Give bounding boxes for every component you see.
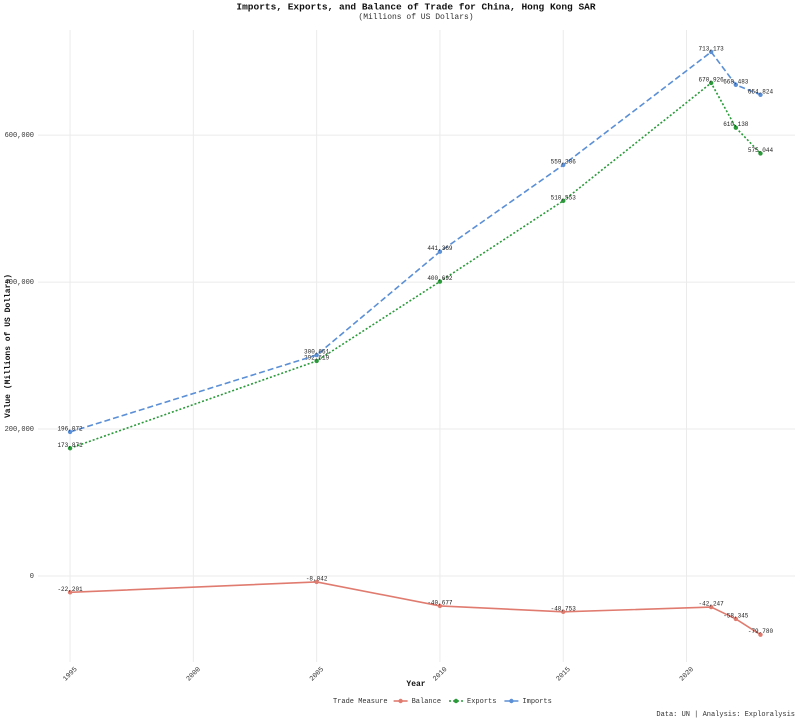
data-point xyxy=(437,603,443,609)
data-label: 713,173 xyxy=(699,45,725,52)
data-label: -58,345 xyxy=(723,612,749,619)
data-point xyxy=(67,590,73,595)
data-point xyxy=(314,579,319,585)
data-point xyxy=(67,429,73,435)
data-point xyxy=(758,151,763,156)
data-point xyxy=(437,249,443,254)
legend-label: Balance xyxy=(412,698,441,706)
data-label: -8,042 xyxy=(306,576,328,583)
data-point xyxy=(708,604,714,610)
legend-label: Imports xyxy=(522,698,551,706)
data-label: 510,553 xyxy=(551,194,577,201)
data-point xyxy=(437,279,443,284)
legend-swatch xyxy=(453,698,459,704)
series-line xyxy=(69,81,762,449)
legend-swatch xyxy=(398,698,403,704)
data-label: 670,926 xyxy=(699,77,725,84)
chart-subtitle: (Millions of US Dollars) xyxy=(358,13,473,22)
y-tick-label: 200,000 xyxy=(5,426,34,434)
data-label: 668,483 xyxy=(723,78,749,85)
data-label: 441,369 xyxy=(427,245,453,252)
x-tick-label: 2020 xyxy=(678,666,696,684)
data-point xyxy=(733,125,739,130)
data-label: 292,619 xyxy=(304,355,330,362)
data-label: 400,692 xyxy=(427,275,453,282)
series-line xyxy=(69,50,761,433)
x-tick-label: 2005 xyxy=(308,666,326,684)
data-point xyxy=(561,198,566,204)
x-tick-label: 1995 xyxy=(62,666,80,684)
x-axis-title: Year xyxy=(406,680,425,689)
y-tick-label: 400,000 xyxy=(5,279,34,287)
y-tick-label: 0 xyxy=(30,573,34,581)
y-tick-label: 600,000 xyxy=(5,132,34,140)
legend-swatch xyxy=(509,698,514,704)
data-label: -79,780 xyxy=(748,628,774,635)
data-label: 610,138 xyxy=(723,121,749,128)
y-axis-title: Value (Millions of US Dollars) xyxy=(4,274,13,418)
data-label: 575,044 xyxy=(748,147,774,154)
series-line xyxy=(70,581,761,636)
legend-label: Exports xyxy=(467,698,496,706)
data-point xyxy=(561,162,566,168)
data-label: -48,753 xyxy=(551,605,577,612)
data-point xyxy=(758,92,763,97)
data-point xyxy=(733,82,739,87)
data-point xyxy=(708,49,714,55)
data-label: 196,072 xyxy=(57,426,83,433)
x-tick-label: 2000 xyxy=(185,666,203,684)
legend-title: Trade Measure xyxy=(333,698,388,706)
grid xyxy=(38,30,795,662)
data-point xyxy=(561,609,566,615)
data-label: 173,871 xyxy=(57,442,83,449)
data-point xyxy=(314,352,319,358)
data-label: 654,824 xyxy=(748,88,774,95)
data-label: -40,677 xyxy=(427,599,453,606)
chart-title: Imports, Exports, and Balance of Trade f… xyxy=(236,2,595,13)
data-point xyxy=(314,358,319,364)
data-label: -22,201 xyxy=(57,586,83,593)
data-point xyxy=(67,446,73,451)
caption: Data: UN | Analysis: Exploralysis xyxy=(656,711,795,719)
data-point xyxy=(758,632,763,637)
data-label: 300,661 xyxy=(304,349,330,356)
data-point xyxy=(708,80,714,86)
data-label: -42,247 xyxy=(699,601,725,608)
x-tick-label: 2010 xyxy=(432,666,450,684)
data-label: 559,306 xyxy=(551,159,577,166)
data-point xyxy=(733,616,739,622)
x-tick-label: 2015 xyxy=(555,666,573,684)
